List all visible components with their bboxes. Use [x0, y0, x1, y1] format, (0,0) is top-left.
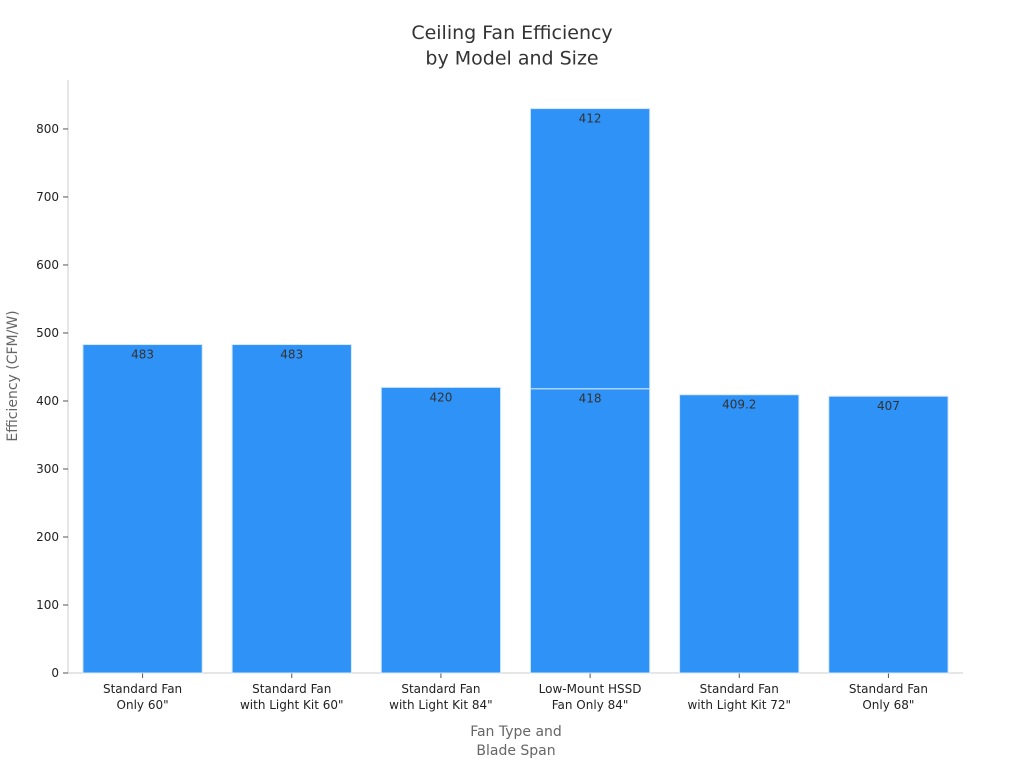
bar: [529, 388, 651, 674]
x-axis-label: Fan Type and Blade Span: [470, 724, 562, 759]
bar: [529, 108, 651, 390]
x-tick-label: Standard Fan Only 60": [103, 682, 182, 712]
bar: [82, 344, 203, 674]
y-tick-label: 0: [51, 666, 59, 680]
x-tick-label: Standard Fan Only 68": [849, 682, 928, 712]
y-axis-label: Efficiency (CFM/W): [5, 310, 21, 441]
value-label: 418: [579, 391, 602, 405]
y-tick-label: 700: [36, 189, 59, 203]
y-tick-label: 600: [36, 257, 59, 271]
bar: [679, 394, 800, 674]
value-label: 407: [877, 399, 900, 413]
x-tick-label: Standard Fan with Light Kit 84": [389, 682, 493, 712]
chart-title: Ceiling Fan Efficiency by Model and Size: [411, 22, 612, 70]
y-tick-label: 100: [36, 597, 59, 611]
bar: [231, 344, 352, 674]
value-label: 420: [429, 390, 452, 404]
y-tick-label: 400: [36, 393, 59, 407]
value-label: 409.2: [722, 397, 756, 411]
y-tick-label: 500: [36, 325, 59, 339]
bar: [828, 395, 949, 674]
value-label: 412: [579, 111, 602, 125]
x-tick-label: Standard Fan with Light Kit 60": [240, 682, 344, 712]
value-label: 483: [131, 347, 154, 361]
y-tick-label: 200: [36, 529, 59, 543]
y-tick-label: 800: [36, 121, 59, 135]
x-tick-label: Low-Mount HSSD Fan Only 84": [539, 682, 642, 712]
bar: [380, 386, 502, 674]
value-label: 483: [280, 347, 303, 361]
x-tick-label: Standard Fan with Light Kit 72": [687, 682, 791, 712]
y-tick-label: 300: [36, 461, 59, 475]
